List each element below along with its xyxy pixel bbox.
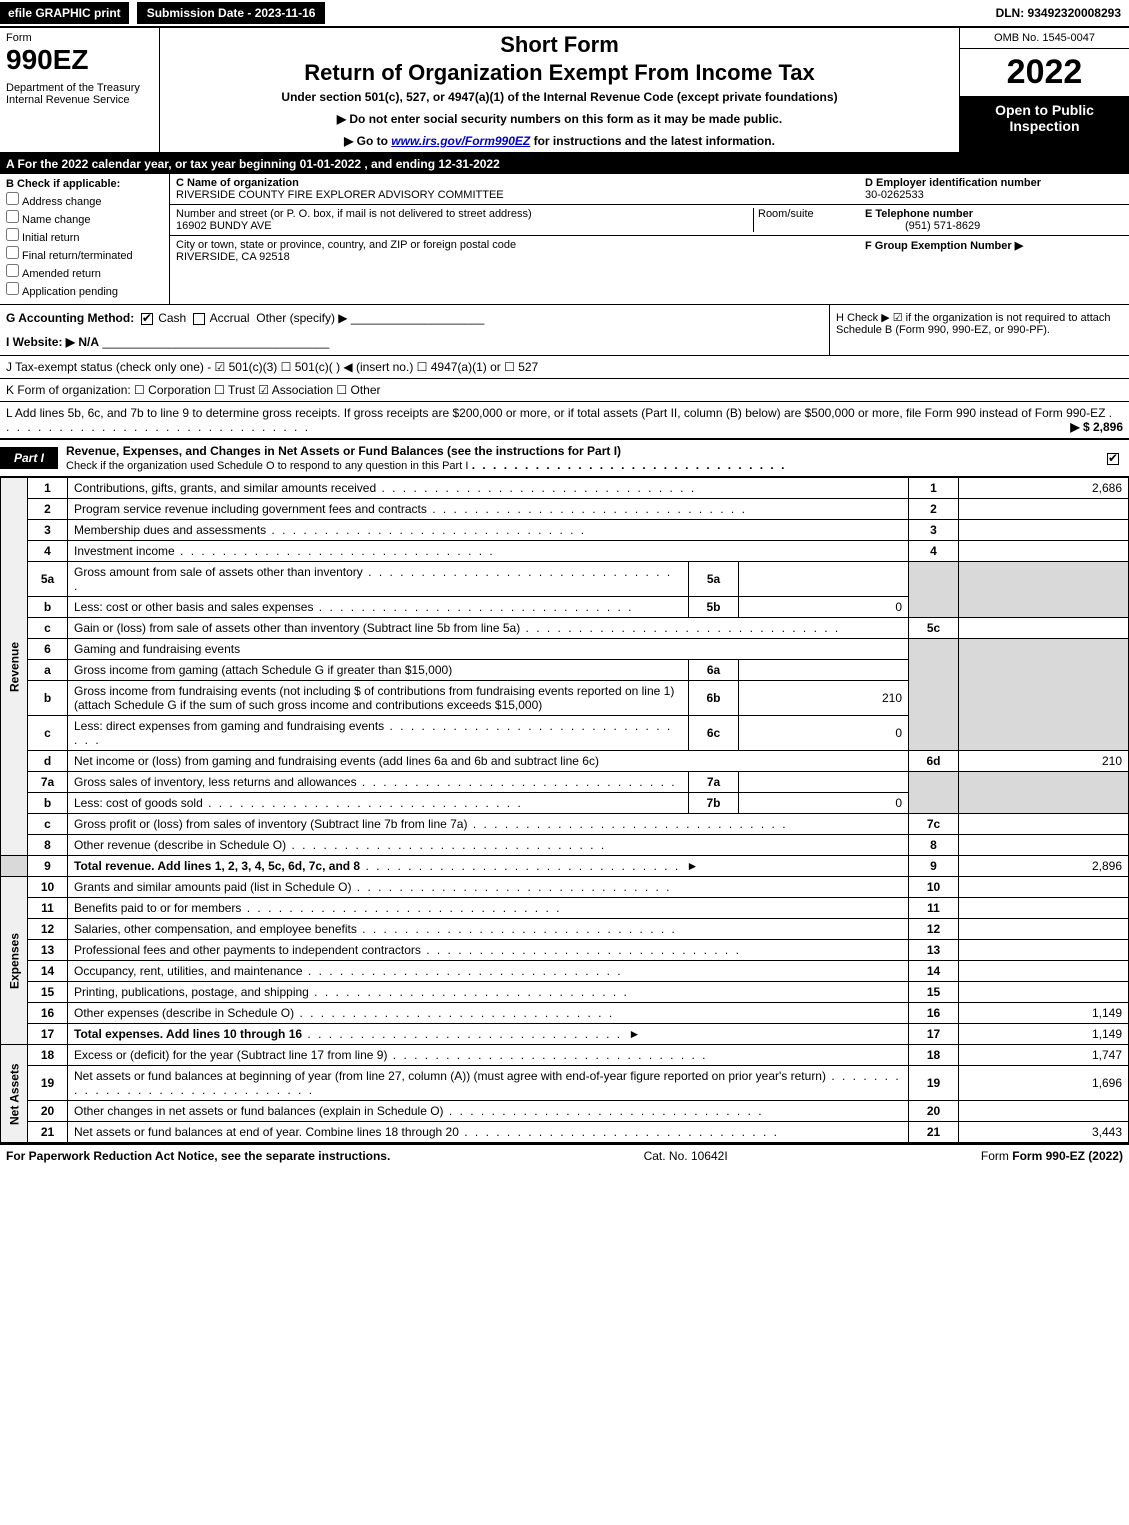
expenses-vlabel: Expenses [1, 877, 28, 1045]
form-subtitle: Under section 501(c), 527, or 4947(a)(1)… [168, 90, 951, 104]
line-6d: d Net income or (loss) from gaming and f… [1, 751, 1129, 772]
netassets-vlabel: Net Assets [1, 1045, 28, 1143]
row-l-text: L Add lines 5b, 6c, and 7b to line 9 to … [6, 406, 1105, 420]
check-final-return[interactable]: Final return/terminated [6, 246, 163, 262]
phone-value: (951) 571-8629 [865, 220, 980, 232]
check-label: B Check if applicable: [6, 178, 163, 190]
note2-pre: ▶ Go to [344, 134, 391, 148]
omb-number: OMB No. 1545-0047 [960, 28, 1129, 49]
line-5a: 5a Gross amount from sale of assets othe… [1, 562, 1129, 597]
part1-header: Part I Revenue, Expenses, and Changes in… [0, 439, 1129, 477]
row-i: I Website: ▶ N/A [6, 335, 99, 349]
row-j: J Tax-exempt status (check only one) - ☑… [0, 356, 1129, 379]
city-label: City or town, state or province, country… [176, 239, 516, 251]
line-1: Revenue 1 Contributions, gifts, grants, … [1, 478, 1129, 499]
top-bar: efile GRAPHIC print Submission Date - 20… [0, 0, 1129, 28]
line-19: 19Net assets or fund balances at beginni… [1, 1066, 1129, 1101]
check-initial-return[interactable]: Initial return [6, 228, 163, 244]
note-link: ▶ Go to www.irs.gov/Form990EZ for instru… [168, 134, 951, 148]
e-label: E Telephone number [865, 208, 973, 220]
room-label: Room/suite [758, 208, 814, 220]
line-3: 3 Membership dues and assessments 3 [1, 520, 1129, 541]
note-ssn: ▶ Do not enter social security numbers o… [168, 112, 951, 126]
header-center: Short Form Return of Organization Exempt… [160, 28, 959, 152]
info-grid: B Check if applicable: Address change Na… [0, 174, 1129, 305]
note2-post: for instructions and the latest informat… [530, 134, 775, 148]
addr-label: Number and street (or P. O. box, if mail… [176, 208, 532, 220]
line-21: 21Net assets or fund balances at end of … [1, 1122, 1129, 1143]
line-7c: c Gross profit or (loss) from sales of i… [1, 814, 1129, 835]
org-name: RIVERSIDE COUNTY FIRE EXPLORER ADVISORY … [176, 189, 504, 201]
line-18: Net Assets 18 Excess or (deficit) for th… [1, 1045, 1129, 1066]
line-6: 6 Gaming and fundraising events [1, 639, 1129, 660]
row-g: G Accounting Method: Cash Accrual Other … [0, 305, 829, 355]
line-7a: 7a Gross sales of inventory, less return… [1, 772, 1129, 793]
row-l-value: ▶ $ 2,896 [1070, 420, 1123, 434]
org-city: RIVERSIDE, CA 92518 [176, 251, 290, 263]
form-header: Form 990EZ Department of the Treasury In… [0, 28, 1129, 154]
line-17: 17Total expenses. Add lines 10 through 1… [1, 1024, 1129, 1045]
line-9: 9 Total revenue. Add lines 1, 2, 3, 4, 5… [1, 856, 1129, 877]
part1-check[interactable] [1099, 447, 1129, 469]
footer-center: Cat. No. 10642I [644, 1149, 728, 1163]
row-k: K Form of organization: ☐ Corporation ☐ … [0, 379, 1129, 402]
line-8: 8 Other revenue (describe in Schedule O)… [1, 835, 1129, 856]
section-a-period: A For the 2022 calendar year, or tax yea… [0, 154, 1129, 174]
row-h: H Check ▶ ☑ if the organization is not r… [829, 305, 1129, 355]
line-10: Expenses 10 Grants and similar amounts p… [1, 877, 1129, 898]
part1-title: Revenue, Expenses, and Changes in Net As… [58, 440, 1099, 476]
line-13: 13Professional fees and other payments t… [1, 940, 1129, 961]
row-gh: G Accounting Method: Cash Accrual Other … [0, 305, 1129, 356]
line-11: 11Benefits paid to or for members11 [1, 898, 1129, 919]
check-name-change[interactable]: Name change [6, 210, 163, 226]
part1-lines-table: Revenue 1 Contributions, gifts, grants, … [0, 477, 1129, 1143]
line-12: 12Salaries, other compensation, and empl… [1, 919, 1129, 940]
check-address-change[interactable]: Address change [6, 192, 163, 208]
department-label: Department of the Treasury Internal Reve… [6, 82, 153, 106]
check-application-pending[interactable]: Application pending [6, 282, 163, 298]
d-label: D Employer identification number [865, 177, 1041, 189]
submission-date: Submission Date - 2023-11-16 [135, 0, 328, 26]
line-5c: c Gain or (loss) from sale of assets oth… [1, 618, 1129, 639]
header-right: OMB No. 1545-0047 2022 Open to Public In… [959, 28, 1129, 152]
form-label: Form [6, 32, 153, 44]
check-amended-return[interactable]: Amended return [6, 264, 163, 280]
revenue-vlabel: Revenue [1, 478, 28, 856]
g-label: G Accounting Method: [6, 311, 134, 325]
dln-label: DLN: 93492320008293 [988, 2, 1129, 24]
form-number: 990EZ [6, 44, 153, 76]
accrual-checkbox[interactable] [193, 313, 205, 325]
line-20: 20Other changes in net assets or fund ba… [1, 1101, 1129, 1122]
short-form-title: Short Form [168, 32, 951, 58]
footer-right: Form Form 990-EZ (2022) [981, 1149, 1123, 1163]
line-14: 14Occupancy, rent, utilities, and mainte… [1, 961, 1129, 982]
part1-tab: Part I [0, 447, 58, 469]
c-label: C Name of organization [176, 177, 299, 189]
footer-left: For Paperwork Reduction Act Notice, see … [6, 1149, 390, 1163]
section-def: D Employer identification number 30-0262… [859, 174, 1129, 304]
section-c-org: C Name of organization RIVERSIDE COUNTY … [170, 174, 859, 304]
line-4: 4 Investment income 4 [1, 541, 1129, 562]
line-15: 15Printing, publications, postage, and s… [1, 982, 1129, 1003]
org-street: 16902 BUNDY AVE [176, 220, 272, 232]
header-left: Form 990EZ Department of the Treasury In… [0, 28, 160, 152]
section-b-checkboxes: B Check if applicable: Address change Na… [0, 174, 170, 304]
f-label: F Group Exemption Number ▶ [865, 240, 1023, 252]
ein-value: 30-0262533 [865, 189, 924, 201]
tax-year: 2022 [960, 49, 1129, 96]
cash-checkbox[interactable] [141, 313, 153, 325]
irs-link[interactable]: www.irs.gov/Form990EZ [391, 134, 530, 148]
form-title: Return of Organization Exempt From Incom… [168, 60, 951, 86]
open-to-public: Open to Public Inspection [960, 96, 1129, 152]
line-16: 16Other expenses (describe in Schedule O… [1, 1003, 1129, 1024]
row-l: L Add lines 5b, 6c, and 7b to line 9 to … [0, 402, 1129, 439]
page-footer: For Paperwork Reduction Act Notice, see … [0, 1143, 1129, 1167]
efile-label: efile GRAPHIC print [0, 2, 129, 24]
line-2: 2 Program service revenue including gove… [1, 499, 1129, 520]
